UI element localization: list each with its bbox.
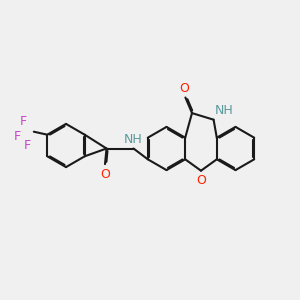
Text: O: O: [196, 174, 206, 187]
Text: F: F: [24, 139, 32, 152]
Text: F: F: [14, 130, 21, 143]
Text: O: O: [100, 168, 110, 181]
Text: F: F: [20, 115, 27, 128]
Text: NH: NH: [215, 104, 234, 117]
Text: O: O: [179, 82, 189, 94]
Text: NH: NH: [124, 133, 143, 146]
